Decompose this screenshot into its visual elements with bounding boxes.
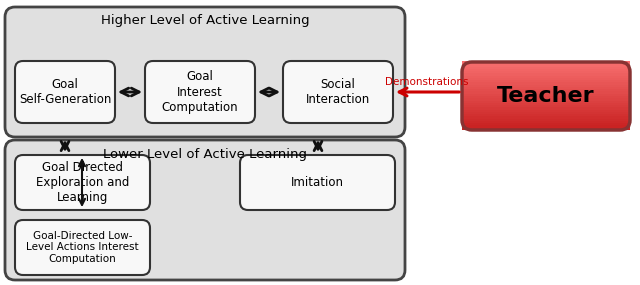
Bar [462,116,630,119]
Bar [462,111,630,114]
Bar [462,98,630,101]
Text: Higher Level of Active Learning: Higher Level of Active Learning [100,14,309,27]
Bar [462,75,630,78]
Bar [462,71,630,73]
FancyBboxPatch shape [5,7,405,137]
Text: Teacher: Teacher [497,86,595,106]
FancyBboxPatch shape [5,140,405,280]
Bar [462,89,630,91]
FancyBboxPatch shape [240,155,395,210]
Bar [462,121,630,123]
Bar [462,68,630,71]
Text: Imitation: Imitation [291,176,344,189]
Bar [462,91,630,94]
FancyBboxPatch shape [15,61,115,123]
FancyBboxPatch shape [15,220,150,275]
Bar [462,105,630,107]
FancyBboxPatch shape [15,155,150,210]
Bar [462,73,630,76]
Text: Goal
Interest
Computation: Goal Interest Computation [162,70,238,113]
Bar [462,114,630,116]
FancyBboxPatch shape [145,61,255,123]
Bar [462,64,630,66]
Bar [462,102,630,105]
Bar [462,66,630,69]
Bar [462,109,630,112]
Bar [462,80,630,82]
Text: Goal
Self-Generation: Goal Self-Generation [19,78,111,106]
Text: Goal-Directed Low-
Level Actions Interest
Computation: Goal-Directed Low- Level Actions Interes… [26,231,139,264]
Bar [462,62,630,64]
Bar [462,123,630,125]
Bar [462,107,630,110]
Bar [462,100,630,103]
Bar [462,93,630,96]
Text: Goal Directed
Exploration and
Learning: Goal Directed Exploration and Learning [36,161,129,204]
Bar [462,77,630,80]
Bar [462,127,630,130]
Bar [462,95,630,98]
Bar [462,125,630,128]
Bar [462,118,630,121]
Text: Social
Interaction: Social Interaction [306,78,370,106]
Bar [462,86,630,89]
Bar [462,82,630,85]
Text: Demonstrations: Demonstrations [385,77,468,87]
Text: Lower Level of Active Learning: Lower Level of Active Learning [103,148,307,161]
FancyBboxPatch shape [283,61,393,123]
Bar [462,84,630,87]
